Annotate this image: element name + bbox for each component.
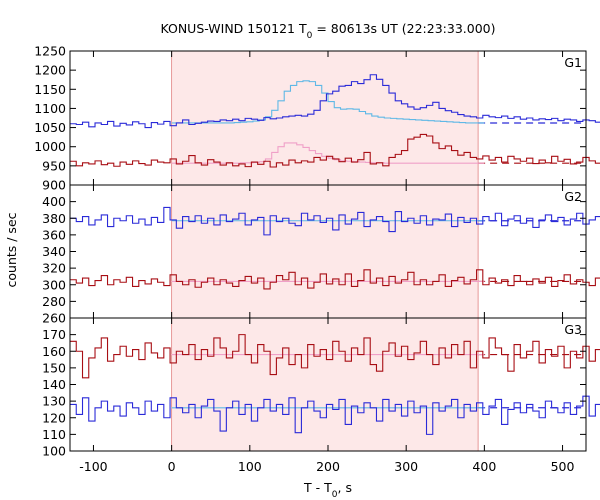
y-tick-label: 100 — [42, 444, 66, 459]
y-tick-label: 360 — [42, 227, 66, 242]
y-tick-label: 140 — [42, 377, 66, 392]
count-rate-histogram — [70, 133, 600, 168]
panel-label: G3 — [564, 322, 582, 337]
series-red-g2 — [70, 269, 600, 290]
chart-title: KONUS-WIND 150121 T0 = 80613s UT (22:23:… — [160, 21, 495, 41]
xlabel-rest: , s — [338, 480, 352, 495]
y-tick-label: 170 — [42, 327, 66, 342]
y-tick-label: 300 — [42, 277, 66, 292]
y-tick-label: 120 — [42, 410, 66, 425]
series-blue-g3 — [70, 395, 600, 435]
series-blue-g1 — [70, 74, 600, 129]
x-tick-label: 500 — [551, 459, 575, 474]
y-axis-label: counts / sec — [4, 212, 19, 287]
x-tick-label: -100 — [79, 459, 107, 474]
y-tick-label: 900 — [42, 178, 66, 193]
x-tick-label: 300 — [394, 459, 418, 474]
fit-curve — [171, 142, 485, 164]
y-tick-label: 1200 — [34, 63, 66, 78]
y-tick-label: 160 — [42, 344, 66, 359]
y-tick-label: 280 — [42, 294, 66, 309]
y-tick-label: 130 — [42, 394, 66, 409]
burst-interval-shading — [171, 185, 479, 318]
y-tick-label: 950 — [42, 158, 66, 173]
x-tick-label: 200 — [316, 459, 340, 474]
panel-g1: 900 950 1000 1050 1100 1150 1200 1250 G1 — [34, 44, 600, 193]
y-tick-label: 150 — [42, 360, 66, 375]
y-tick-label: 1150 — [34, 82, 66, 97]
series-blue-g2 — [70, 206, 600, 236]
y-tick-label: 1250 — [34, 44, 66, 59]
y-tick-label: 1000 — [34, 139, 66, 154]
y-tick-label: 1050 — [34, 120, 66, 135]
y-tick-label: 340 — [42, 244, 66, 259]
y-tick-label: 260 — [42, 311, 66, 326]
series-red-g3 — [70, 334, 600, 379]
count-rate-histogram — [70, 395, 600, 435]
count-rate-histogram — [70, 334, 600, 379]
count-rate-histogram — [70, 74, 600, 129]
x-tick-label: 0 — [168, 459, 176, 474]
x-tick-label: 400 — [472, 459, 496, 474]
x-axis-ticks: -100 0 100 200 300 400 500 — [79, 459, 574, 474]
title-main: KONUS-WIND 150121 T — [160, 21, 306, 36]
burst-interval-shading — [171, 51, 479, 185]
y-tick-label: 110 — [42, 427, 66, 442]
y-tick-label: 380 — [42, 211, 66, 226]
fit-curve — [171, 80, 485, 124]
y-tick-label: 320 — [42, 261, 66, 276]
xlabel-main: T - T — [303, 480, 332, 495]
count-rate-histogram — [70, 206, 600, 236]
series-red-g1 — [70, 133, 600, 168]
x-axis-label: T - T0, s — [303, 480, 352, 500]
title-rest: = 80613s UT (22:23:33.000) — [312, 21, 495, 36]
panels-layer: 900 950 1000 1050 1100 1150 1200 1250 G1 260 280 30… — [34, 44, 600, 459]
y-tick-label: 400 — [42, 194, 66, 209]
panel-label: G2 — [564, 189, 582, 204]
y-tick-label: 1100 — [34, 101, 66, 116]
xlabel-subscript: 0 — [332, 490, 338, 500]
x-tick-label: 100 — [238, 459, 262, 474]
count-rate-histogram — [70, 269, 600, 290]
title-subscript: 0 — [307, 31, 313, 41]
panel-label: G1 — [564, 55, 582, 70]
